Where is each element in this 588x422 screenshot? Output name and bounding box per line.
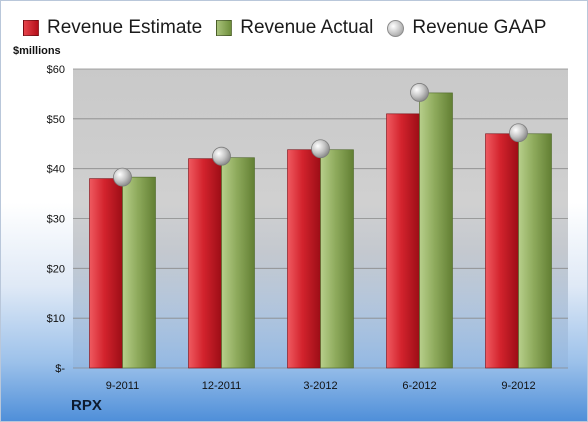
x-tick-label: 12-2011 — [202, 380, 242, 392]
bar-revenue-estimate — [188, 158, 222, 369]
y-tick-label: $10 — [47, 313, 65, 325]
x-tick-label: 9-2011 — [106, 380, 139, 392]
y-tick-label: $- — [55, 363, 65, 375]
legend-label-estimate: Revenue Estimate — [47, 17, 203, 38]
gaap-markers — [113, 83, 528, 187]
legend-item-gaap: Revenue GAAP — [387, 17, 546, 39]
marker-revenue-gaap — [311, 139, 330, 159]
bar-revenue-actual — [518, 133, 552, 369]
bar-revenue-estimate — [485, 133, 519, 369]
y-tick-label: $60 — [47, 64, 65, 76]
x-tick-label: 3-2012 — [303, 380, 337, 392]
marker-revenue-gaap — [509, 123, 528, 143]
legend-item-estimate: Revenue Estimate — [23, 17, 202, 39]
legend-swatch-estimate — [23, 20, 39, 36]
x-tick-label: 6-2012 — [402, 380, 436, 392]
y-axis-ticks: $- $10 $20 $30 $40 $50 $60 — [47, 64, 66, 375]
bar-revenue-actual — [419, 92, 453, 369]
bar-revenue-actual — [320, 149, 354, 369]
marker-revenue-gaap — [410, 83, 429, 102]
y-tick-label: $30 — [47, 214, 65, 226]
bar-revenue-actual — [221, 157, 255, 369]
legend-label-gaap: Revenue GAAP — [412, 17, 547, 38]
legend-swatch-gaap — [387, 19, 405, 37]
x-axis-ticks: 9-2011 12-2011 3-2012 6-2012 9-2012 — [106, 380, 536, 392]
y-tick-label: $50 — [47, 114, 65, 126]
x-tick-label: 9-2012 — [501, 380, 535, 392]
bar-revenue-estimate — [89, 178, 123, 369]
bar-revenue-actual — [122, 176, 156, 369]
y-tick-label: $40 — [47, 164, 65, 176]
bars — [89, 92, 552, 369]
legend: Revenue Estimate Revenue Actual Revenue … — [23, 17, 560, 39]
y-axis-unit-label: $millions — [13, 45, 61, 57]
ticker-label: RPX — [71, 397, 102, 414]
bar-revenue-estimate — [287, 149, 321, 369]
y-tick-label: $20 — [47, 263, 65, 275]
bar-revenue-estimate — [386, 113, 420, 369]
legend-swatch-actual — [216, 20, 233, 36]
legend-item-actual: Revenue Actual — [216, 17, 373, 39]
marker-revenue-gaap — [212, 146, 231, 166]
legend-label-actual: Revenue Actual — [240, 17, 374, 38]
marker-revenue-gaap — [113, 167, 132, 187]
